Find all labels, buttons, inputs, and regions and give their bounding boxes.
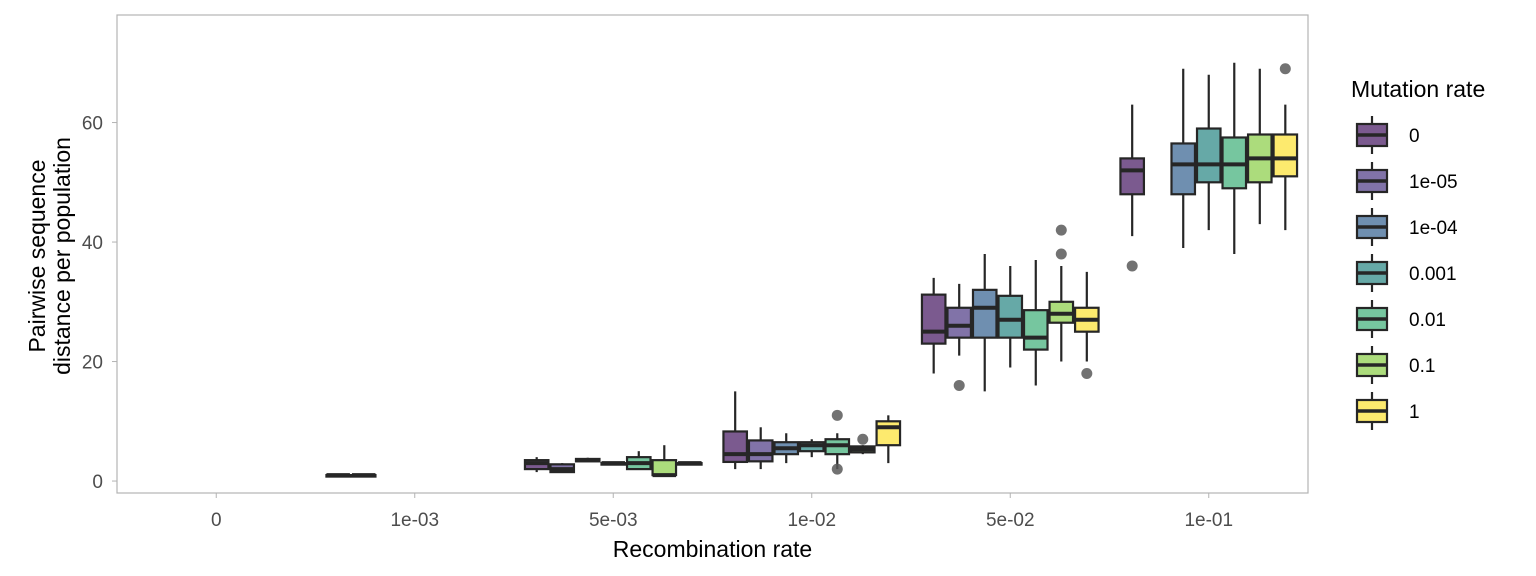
box-1e-04-5e-03	[574, 457, 601, 463]
box-1-1e-01	[1272, 63, 1299, 231]
box-0.1-1e-01	[1246, 68, 1273, 225]
box-iqr	[875, 420, 902, 447]
x-tick-label: 1e-01	[1184, 510, 1233, 531]
box-0.001-1e-02	[798, 439, 825, 458]
x-tick-label: 1e-02	[787, 510, 836, 531]
box-iqr	[1272, 133, 1299, 178]
panel-border	[116, 14, 1309, 494]
box-0-5e-03	[523, 457, 550, 473]
plot-area	[116, 14, 1309, 494]
box-iqr	[651, 459, 678, 477]
box-1e-04-5e-02	[971, 254, 998, 392]
legend-item-1e-05: 1e-05	[1355, 162, 1458, 200]
box-iqr	[1119, 157, 1146, 196]
outlier-point	[953, 379, 965, 391]
legend-item-0.1: 0.1	[1355, 346, 1435, 384]
x-tick-label: 5e-03	[589, 510, 638, 531]
legend-label: 0	[1409, 126, 1420, 147]
box-1e-05-5e-03	[549, 463, 576, 474]
box-1e-05-1e-02	[747, 427, 774, 470]
box-iqr	[747, 439, 774, 463]
legend: Mutation rate 0 1e-05 1e-04 0.001 0.01 0.1 1	[1351, 76, 1485, 430]
box-1e-04-1e-01	[1170, 68, 1197, 249]
box-1e-04-1e-02	[773, 433, 800, 464]
box-iqr	[722, 430, 749, 464]
legend-title: Mutation rate	[1351, 76, 1485, 102]
outlier-point	[1081, 368, 1093, 379]
box-0.01-5e-03	[625, 451, 652, 471]
y-tick-label: 20	[82, 353, 103, 374]
box-0.001-1e-01	[1195, 74, 1222, 231]
legend-label: 0.001	[1409, 264, 1457, 285]
legend-item-0.01: 0.01	[1355, 300, 1446, 338]
box-iqr	[997, 294, 1024, 339]
outlier-point	[1279, 63, 1291, 75]
outlier-point	[1055, 224, 1067, 236]
box-iqr	[920, 293, 947, 345]
x-tick-label: 5e-02	[986, 510, 1035, 531]
box-iqr	[946, 306, 973, 339]
y-axis-title-line: Pairwise sequence	[24, 159, 50, 352]
box-1-5e-02	[1073, 271, 1100, 379]
box-0.01-1e-02	[824, 409, 851, 475]
outlier-point	[831, 409, 843, 421]
y-axis-title: Pairwise sequencedistance per population	[24, 137, 75, 375]
legend-label: 1e-04	[1409, 218, 1458, 239]
box-0.01-1e-01	[1221, 62, 1248, 254]
legend-label: 0.1	[1409, 356, 1435, 377]
outlier-point	[857, 433, 869, 445]
box-1-1e-02	[875, 415, 902, 464]
outlier-point	[1126, 260, 1138, 272]
box-0-5e-02	[920, 277, 947, 374]
legend-item-0.001: 0.001	[1355, 254, 1457, 292]
y-tick-label: 0	[92, 472, 103, 493]
box-0.001-5e-03	[600, 461, 627, 466]
x-tick-label: 1e-03	[390, 510, 439, 531]
x-tick-label: 0	[211, 510, 222, 531]
y-tick-label: 60	[82, 114, 103, 135]
box-1-5e-03	[676, 461, 703, 466]
outlier-point	[1055, 248, 1067, 260]
box-iqr	[1195, 127, 1222, 184]
box-0-1e-01	[1119, 104, 1146, 272]
box-iqr	[1170, 142, 1197, 196]
box-iqr	[971, 288, 998, 339]
y-axis-title-line: distance per population	[49, 137, 75, 375]
box-0-1e-02	[722, 391, 749, 470]
box-iqr	[1022, 309, 1049, 351]
box-0.1-1e-02	[849, 433, 876, 455]
x-axis-title: Recombination rate	[613, 536, 812, 562]
legend-label: 0.01	[1409, 310, 1446, 331]
legend-label: 1e-05	[1409, 172, 1458, 193]
box-0.1-5e-02	[1048, 224, 1075, 362]
legend-item-0: 0	[1355, 116, 1420, 154]
box-0.1-5e-03	[651, 445, 678, 478]
outlier-point	[831, 463, 843, 475]
axes: 0 20 40 60 0 1e-03 5e-03 1e-02 5e-02 1e-01 Recombi…	[24, 114, 1233, 562]
legend-item-1e-04: 1e-04	[1355, 208, 1458, 246]
box-1e-05-1e-03	[350, 473, 377, 478]
y-tick-label: 40	[82, 233, 103, 254]
legend-label: 1	[1409, 402, 1420, 423]
box-0-1e-03	[325, 473, 352, 478]
box-1e-05-5e-02	[946, 283, 973, 391]
box-0.001-5e-02	[997, 265, 1024, 368]
legend-item-1: 1	[1355, 392, 1420, 430]
box-0.01-5e-02	[1022, 259, 1049, 386]
